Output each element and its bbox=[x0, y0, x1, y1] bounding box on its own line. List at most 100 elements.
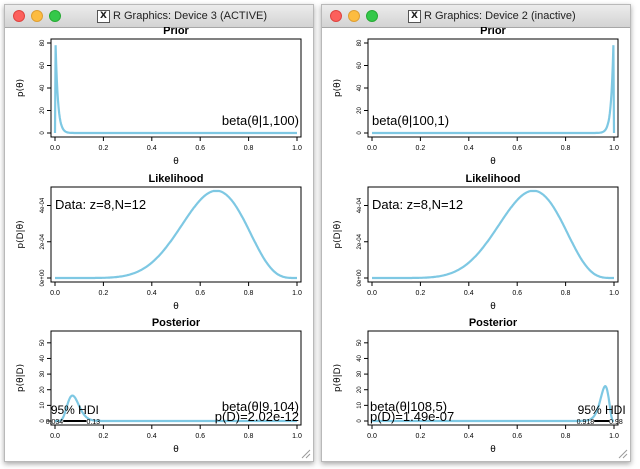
hdi-high-label: 0.98 bbox=[609, 419, 623, 426]
y-tick-label: 60 bbox=[357, 62, 363, 69]
resize-grip-icon[interactable] bbox=[301, 449, 311, 459]
y-tick-label: 40 bbox=[357, 84, 363, 91]
y-tick-label: 4e-04 bbox=[357, 197, 363, 213]
plot-frame bbox=[367, 186, 619, 283]
panel-title: Prior bbox=[480, 27, 506, 37]
x-tick-label: 0.6 bbox=[512, 145, 522, 152]
y-tick-label: 60 bbox=[40, 62, 46, 69]
x-tick-label: 0.0 bbox=[367, 433, 377, 440]
y-axis-label: p(D|θ) bbox=[333, 220, 343, 248]
plot-canvas: Prior 0.0 0.2 0.4 0.6 0.8 1.0 θ 0 20 40 60 80 p(θ) bet… bbox=[333, 27, 626, 455]
x-tick-label: 0.2 bbox=[416, 433, 426, 440]
close-button[interactable] bbox=[330, 10, 342, 22]
y-tick-label: 20 bbox=[357, 386, 363, 393]
y-tick-label: 20 bbox=[357, 107, 363, 114]
plot-frame bbox=[50, 330, 302, 426]
y-tick-label: 0 bbox=[40, 419, 46, 423]
x-tick-label: 1.0 bbox=[609, 433, 619, 440]
y-axis-label: p(θ|D) bbox=[333, 364, 343, 392]
window-title: R Graphics: Device 3 (ACTIVE) bbox=[113, 10, 268, 22]
y-tick-label: 10 bbox=[357, 401, 363, 408]
x-axis-label: θ bbox=[490, 302, 496, 312]
close-button[interactable] bbox=[13, 10, 25, 22]
x-tick-label: 0.4 bbox=[147, 433, 157, 440]
maximize-button[interactable] bbox=[49, 10, 61, 22]
hdi-high-label: 0.13 bbox=[86, 419, 100, 426]
x-tick-label: 1.0 bbox=[609, 290, 619, 297]
panel-title: Posterior bbox=[152, 317, 201, 329]
x-tick-label: 0.2 bbox=[99, 433, 109, 440]
evidence-annotation: p(D)=1.49e-07 bbox=[370, 409, 454, 424]
y-axis-label: p(D|θ) bbox=[16, 220, 26, 248]
y-tick-label: 30 bbox=[40, 370, 46, 377]
panel-title: Likelihood bbox=[466, 173, 521, 185]
x-tick-label: 1.0 bbox=[609, 145, 619, 152]
y-tick-label: 40 bbox=[40, 84, 46, 91]
y-tick-label: 4e-04 bbox=[40, 197, 46, 213]
x-axis-label: θ bbox=[490, 157, 496, 167]
x-tick-label: 0.6 bbox=[195, 145, 205, 152]
x-tick-label: 0.6 bbox=[195, 433, 205, 440]
y-tick-label: 10 bbox=[40, 401, 46, 408]
x-tick-label: 0.0 bbox=[367, 290, 377, 297]
x-tick-label: 0.8 bbox=[561, 290, 571, 297]
plot-canvas: Prior 0.0 0.2 0.4 0.6 0.8 1.0 θ 0 20 40 60 80 p(θ) bet… bbox=[16, 27, 302, 455]
panel-title: Posterior bbox=[469, 317, 518, 329]
window-titlebar[interactable]: X R Graphics: Device 2 (inactive) bbox=[322, 5, 630, 28]
plot-annotation: beta(θ|1,100) bbox=[222, 113, 299, 128]
hdi-low-label: 0.918 bbox=[577, 419, 595, 426]
x-tick-label: 0.6 bbox=[512, 433, 522, 440]
y-tick-label: 40 bbox=[357, 354, 363, 361]
y-tick-label: 2e-04 bbox=[357, 233, 363, 249]
x-tick-label: 0.0 bbox=[50, 145, 60, 152]
x-tick-label: 0.8 bbox=[561, 433, 571, 440]
y-tick-label: 20 bbox=[40, 107, 46, 114]
x-tick-label: 0.8 bbox=[561, 145, 571, 152]
y-tick-label: 50 bbox=[40, 339, 46, 346]
hdi-low-label: 0.034 bbox=[46, 419, 64, 426]
x-axis-label: θ bbox=[173, 302, 179, 312]
x-tick-label: 0.8 bbox=[244, 290, 254, 297]
hdi-label: 95% HDI bbox=[578, 403, 626, 417]
y-axis-label: p(θ) bbox=[333, 79, 343, 97]
minimize-button[interactable] bbox=[348, 10, 360, 22]
x-tick-label: 0.4 bbox=[147, 290, 157, 297]
window-titlebar[interactable]: X R Graphics: Device 3 (ACTIVE) bbox=[5, 5, 313, 28]
y-tick-label: 30 bbox=[357, 370, 363, 377]
x-tick-label: 0.4 bbox=[464, 145, 474, 152]
minimize-button[interactable] bbox=[31, 10, 43, 22]
r-graphics-window-device-3: X R Graphics: Device 3 (ACTIVE) Prior 0.0… bbox=[4, 4, 314, 462]
x-tick-label: 0.8 bbox=[244, 145, 254, 152]
hdi-label: 95% HDI bbox=[51, 403, 99, 417]
density-curve bbox=[372, 189, 614, 280]
y-tick-label: 80 bbox=[357, 39, 363, 46]
x-tick-label: 0.0 bbox=[50, 290, 60, 297]
resize-grip-icon[interactable] bbox=[618, 449, 628, 459]
density-curve bbox=[53, 45, 297, 135]
density-curve bbox=[372, 385, 615, 423]
y-tick-label: 80 bbox=[40, 39, 46, 46]
y-tick-label: 20 bbox=[40, 386, 46, 393]
x-tick-label: 0.2 bbox=[416, 290, 426, 297]
x-tick-label: 0.2 bbox=[99, 290, 109, 297]
y-tick-label: 0e+00 bbox=[357, 269, 363, 287]
plot-frame bbox=[367, 330, 619, 426]
y-axis-label: p(θ|D) bbox=[16, 364, 26, 392]
x11-icon: X bbox=[97, 10, 110, 23]
x-tick-label: 0.4 bbox=[464, 290, 474, 297]
maximize-button[interactable] bbox=[366, 10, 378, 22]
x-tick-label: 0.6 bbox=[195, 290, 205, 297]
y-tick-label: 0 bbox=[357, 131, 363, 135]
y-tick-label: 40 bbox=[40, 354, 46, 361]
x-tick-label: 1.0 bbox=[292, 145, 302, 152]
x-tick-label: 0.4 bbox=[147, 145, 157, 152]
x-tick-label: 0.4 bbox=[464, 433, 474, 440]
y-tick-label: 0 bbox=[40, 131, 46, 135]
plot-annotation: beta(θ|9,104) bbox=[222, 399, 299, 414]
x-tick-label: 0.0 bbox=[367, 145, 377, 152]
window-title: R Graphics: Device 2 (inactive) bbox=[424, 10, 576, 22]
r-graphics-window-device-2: X R Graphics: Device 2 (inactive) Prior 0… bbox=[321, 4, 631, 462]
x-tick-label: 0.2 bbox=[416, 145, 426, 152]
y-tick-label: 0 bbox=[357, 419, 363, 423]
x-axis-label: θ bbox=[173, 157, 179, 167]
